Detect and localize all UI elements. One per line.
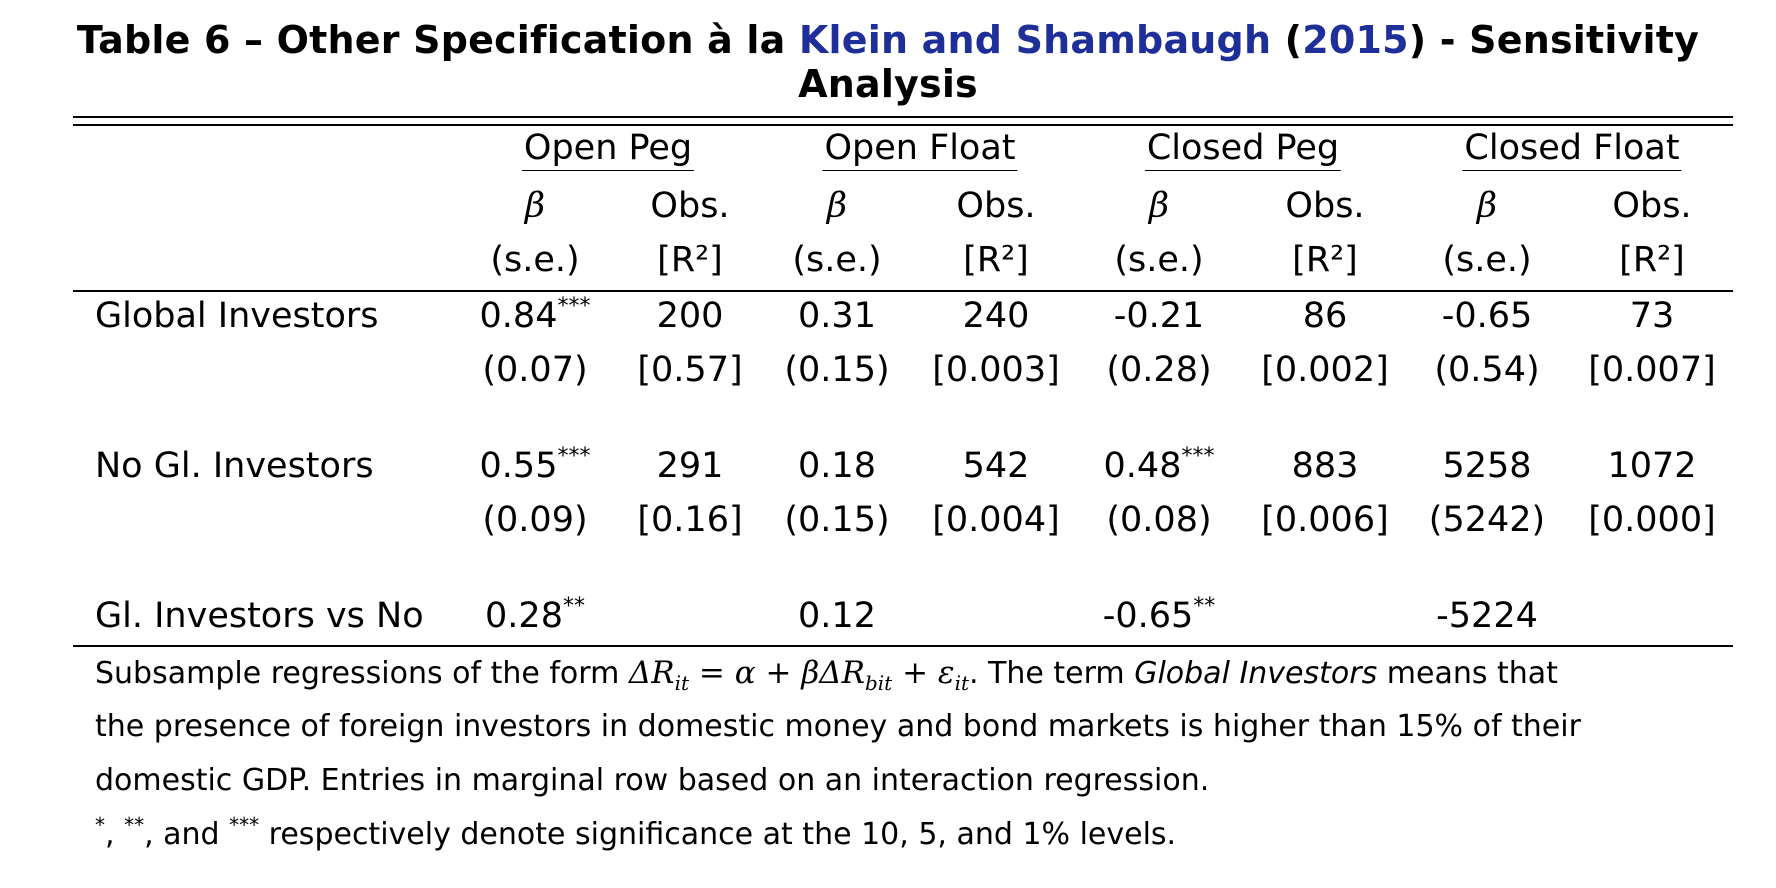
top-rule-2	[73, 124, 1733, 126]
coef-value: -5224	[1436, 596, 1538, 636]
marginal-coef-closed-float: -5224	[1436, 596, 1538, 636]
obs-closed-peg: 86	[1302, 296, 1348, 336]
subheader-obs-closed-float: Obs.	[1612, 186, 1692, 226]
note-line-2: the presence of foreign investors in dom…	[95, 709, 1581, 744]
significance-stars: **	[1193, 594, 1216, 619]
coef-open-float: 0.18	[798, 446, 876, 486]
coef-value: 0.18	[798, 446, 876, 486]
r2-open-float: [0.003]	[932, 350, 1060, 390]
bottom-rule	[73, 645, 1733, 647]
obs-open-float: 542	[962, 446, 1030, 486]
obs-closed-float: 73	[1629, 296, 1675, 336]
coef-value: 0.28	[485, 596, 563, 636]
coef-value: 5258	[1442, 446, 1532, 486]
obs-open-peg: 291	[656, 446, 724, 486]
subheader-r2-open-float: [R²]	[963, 240, 1029, 280]
r2-open-peg: [0.57]	[637, 350, 743, 390]
r2-open-float: [0.004]	[932, 500, 1060, 540]
note-line-1: Subsample regressions of the form ΔRit =…	[95, 655, 1558, 696]
se-closed-peg: (0.08)	[1106, 500, 1212, 540]
row-label: Global Investors	[95, 296, 379, 336]
coef-open-peg: 0.84***	[479, 294, 591, 337]
coef-open-peg: 0.55***	[479, 444, 591, 487]
obs-open-float: 240	[962, 296, 1030, 336]
subheader-beta-closed-float: β	[1476, 186, 1498, 226]
row-label: No Gl. Investors	[95, 446, 374, 486]
subheader-se-open-peg: (s.e.)	[490, 240, 580, 280]
title-suffix: ) - Sensitivity Analysis	[798, 18, 1700, 106]
subheader-beta-open-peg: β	[524, 186, 546, 226]
equation: ΔRit = α + βΔRbit + εit	[628, 655, 969, 696]
coef-closed-peg: -0.21	[1114, 296, 1205, 336]
marginal-row-label: Gl. Investors vs No	[95, 596, 424, 636]
se-closed-peg: (0.28)	[1106, 350, 1212, 390]
coef-value: 0.84	[479, 296, 558, 336]
subheader-beta-open-float: β	[826, 186, 848, 226]
coef-closed-float: 5258	[1442, 446, 1531, 486]
obs-open-peg: 200	[656, 296, 724, 336]
significance-stars: ***	[1181, 444, 1215, 469]
se-open-peg: (0.09)	[482, 500, 588, 540]
se-open-peg: (0.07)	[482, 350, 588, 390]
header-rule	[73, 290, 1733, 292]
subheader-se-closed-float: (s.e.)	[1442, 240, 1532, 280]
group-header-open-peg: Open Peg	[521, 128, 695, 171]
coef-value: 0.12	[798, 596, 876, 636]
table-title: Table 6 – Other Specification à la Klein…	[0, 18, 1776, 106]
obs-closed-float: 1072	[1607, 446, 1697, 486]
citation-year-link[interactable]: 2015	[1302, 18, 1409, 62]
se-closed-float: (5242)	[1428, 500, 1546, 540]
significance-stars: ***	[557, 294, 591, 319]
r2-closed-peg: [0.006]	[1261, 500, 1389, 540]
subheader-beta-closed-peg: β	[1148, 186, 1170, 226]
group-header-closed-float: Closed Float	[1462, 128, 1682, 171]
r2-closed-float: [0.007]	[1588, 350, 1716, 390]
group-header-open-float: Open Float	[822, 128, 1018, 171]
se-closed-float: (0.54)	[1434, 350, 1540, 390]
citation-authors-link[interactable]: Klein and Shambaugh	[798, 18, 1272, 62]
coef-closed-peg: 0.48***	[1103, 444, 1215, 487]
top-rule-1	[73, 116, 1733, 118]
coef-value: 0.48	[1103, 446, 1182, 486]
title-prefix: Table 6 – Other Specification à la	[76, 18, 799, 62]
se-open-float: (0.15)	[784, 350, 890, 390]
marginal-coef-open-float: 0.12	[798, 596, 876, 636]
coef-value: -0.21	[1113, 296, 1205, 336]
r2-closed-float: [0.000]	[1588, 500, 1716, 540]
coef-open-float: 0.31	[798, 296, 876, 336]
subheader-r2-open-peg: [R²]	[657, 240, 723, 280]
subheader-r2-closed-float: [R²]	[1619, 240, 1685, 280]
coef-value: -0.65	[1441, 296, 1533, 336]
subheader-r2-closed-peg: [R²]	[1292, 240, 1358, 280]
obs-closed-peg: 883	[1291, 446, 1359, 486]
marginal-coef-open-peg: 0.28**	[485, 594, 585, 637]
subheader-obs-open-float: Obs.	[956, 186, 1036, 226]
note-line-3: domestic GDP. Entries in marginal row ba…	[95, 763, 1210, 798]
marginal-coef-closed-peg: -0.65**	[1102, 594, 1216, 637]
coef-closed-float: -0.65	[1442, 296, 1533, 336]
r2-open-peg: [0.16]	[637, 500, 743, 540]
subheader-obs-closed-peg: Obs.	[1285, 186, 1365, 226]
se-open-float: (0.15)	[784, 500, 890, 540]
group-header-closed-peg: Closed Peg	[1144, 128, 1342, 171]
coef-value: 0.55	[479, 446, 558, 486]
r2-closed-peg: [0.002]	[1261, 350, 1389, 390]
coef-value: 0.31	[798, 296, 876, 336]
significance-stars: ***	[557, 444, 591, 469]
significance-stars: **	[562, 594, 585, 619]
subheader-obs-open-peg: Obs.	[650, 186, 730, 226]
title-paren: (	[1271, 18, 1303, 62]
subheader-se-open-float: (s.e.)	[792, 240, 882, 280]
coef-value: -0.65	[1102, 596, 1194, 636]
note-line-4: *, **, and *** respectively denote signi…	[95, 813, 1177, 852]
subheader-se-closed-peg: (s.e.)	[1114, 240, 1204, 280]
